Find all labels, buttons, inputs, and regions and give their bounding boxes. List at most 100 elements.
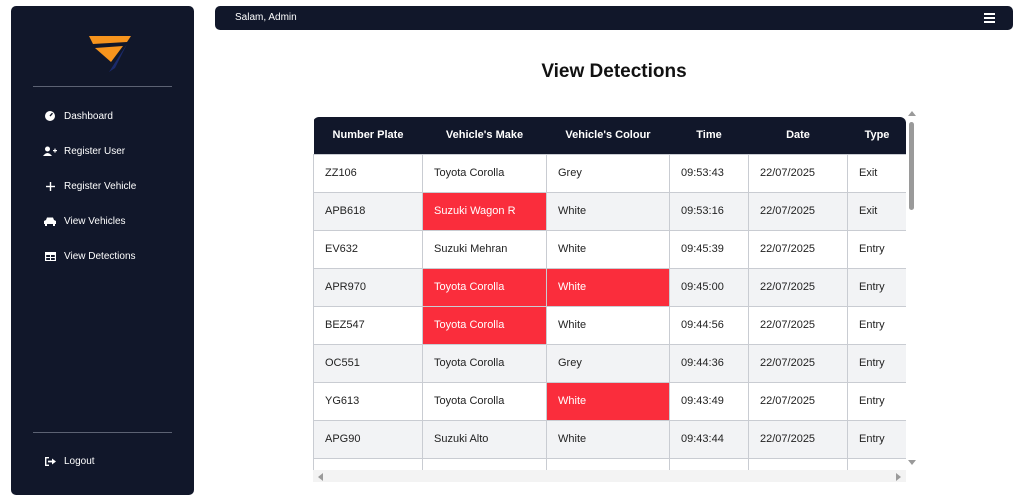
greeting-text: Salam, Admin [235, 12, 297, 23]
type-cell: Entry [847, 381, 906, 421]
type-cell: Entry [847, 343, 906, 383]
date-cell: 22/07/2025 [748, 305, 848, 345]
plate-cell: APB618 [313, 191, 423, 231]
colour-cell: White [546, 381, 670, 421]
column-header: Number Plate [313, 117, 423, 154]
sidebar-item-register-user[interactable]: Register User [43, 142, 125, 160]
time-cell: 09:53:16 [669, 191, 749, 231]
table-icon [43, 250, 57, 262]
plate-cell: ZZ106 [313, 153, 423, 193]
colour-cell [546, 457, 670, 470]
time-cell [669, 457, 749, 470]
table-row: EV632 Suzuki Mehran White 09:45:39 22/07/202… [313, 229, 906, 269]
type-cell: Entry [847, 419, 906, 459]
colour-cell: White [546, 305, 670, 345]
time-cell: 09:45:39 [669, 229, 749, 269]
type-cell: Entry [847, 305, 906, 345]
sidebar-divider-bottom [33, 432, 172, 433]
plate-cell [313, 457, 423, 470]
time-cell: 09:43:49 [669, 381, 749, 421]
plate-cell: APG90 [313, 419, 423, 459]
colour-cell: Grey [546, 153, 670, 193]
table-row: APB618 Suzuki Wagon R White 09:53:16 22/07/2… [313, 191, 906, 231]
plate-cell: EV632 [313, 229, 423, 269]
colour-cell: White [546, 191, 670, 231]
make-cell: Suzuki Mehran [422, 229, 547, 269]
sidebar-item-label: Dashboard [64, 110, 113, 122]
plus-icon [43, 180, 57, 192]
brand-logo [89, 36, 131, 72]
column-header: Vehicle's Make [422, 117, 547, 154]
date-cell: 22/07/2025 [748, 343, 848, 383]
colour-cell: White [546, 419, 670, 459]
time-cell: 09:43:44 [669, 419, 749, 459]
date-cell: 22/07/2025 [748, 267, 848, 307]
vertical-scrollbar[interactable] [906, 110, 916, 470]
column-header: Type [847, 117, 906, 154]
sidebar-item-label: View Vehicles [64, 215, 126, 227]
colour-cell: White [546, 267, 670, 307]
time-cell: 09:53:43 [669, 153, 749, 193]
make-cell: Toyota Corolla [422, 305, 547, 345]
column-header: Vehicle's Colour [546, 117, 670, 154]
scroll-down-icon[interactable] [908, 460, 916, 465]
user-plus-icon [43, 145, 57, 157]
make-cell [422, 457, 547, 470]
scroll-right-icon[interactable] [896, 473, 901, 481]
colour-cell: Grey [546, 343, 670, 383]
date-cell: 22/07/2025 [748, 229, 848, 269]
time-cell: 09:44:36 [669, 343, 749, 383]
horizontal-scrollbar[interactable] [313, 470, 906, 482]
type-cell [847, 457, 906, 470]
dashboard-icon [43, 110, 57, 122]
scroll-up-icon[interactable] [908, 111, 916, 116]
date-cell: 22/07/2025 [748, 153, 848, 193]
column-header: Time [669, 117, 749, 154]
make-cell: Suzuki Wagon R [422, 191, 547, 231]
date-cell: 22/07/2025 [748, 419, 848, 459]
make-cell: Toyota Corolla [422, 343, 547, 383]
plate-cell: APR970 [313, 267, 423, 307]
sidebar-item-dashboard[interactable]: Dashboard [43, 107, 113, 125]
type-cell: Exit [847, 191, 906, 231]
sidebar-item-label: Register User [64, 145, 126, 157]
date-cell [748, 457, 848, 470]
sidebar-divider-top [33, 86, 172, 87]
time-cell: 09:45:00 [669, 267, 749, 307]
table-row: OC551 Toyota Corolla Grey 09:44:36 22/07/202… [313, 343, 906, 383]
sidebar-item-label: Register Vehicle [64, 180, 137, 192]
sidebar-item-register-vehicle[interactable]: Register Vehicle [43, 177, 136, 195]
table-row: APR970 Toyota Corolla White 09:45:00 22/07/2… [313, 267, 906, 307]
sidebar-item-view-vehicles[interactable]: View Vehicles [43, 212, 126, 230]
sidebar-item-view-detections[interactable]: View Detections [43, 247, 136, 265]
car-icon [43, 215, 57, 227]
type-cell: Entry [847, 267, 906, 307]
date-cell: 22/07/2025 [748, 381, 848, 421]
table-row: APG90 Suzuki Alto White 09:43:44 22/07/2025 E… [313, 419, 906, 459]
plate-cell: OC551 [313, 343, 423, 383]
table-row: ZZ106 Toyota Corolla Grey 09:53:43 22/07/202… [313, 153, 906, 193]
type-cell: Exit [847, 153, 906, 193]
sidebar-item-logout[interactable]: Logout [43, 452, 95, 470]
make-cell: Toyota Corolla [422, 267, 547, 307]
table-row: BEZ547 Toyota Corolla White 09:44:56 22/07/2… [313, 305, 906, 345]
table-row: YG613 Toyota Corolla White 09:43:49 22/07/20… [313, 381, 906, 421]
plate-cell: BEZ547 [313, 305, 423, 345]
plate-cell: YG613 [313, 381, 423, 421]
top-bar: Salam, Admin [215, 6, 1013, 30]
hamburger-menu-icon[interactable] [984, 13, 995, 23]
colour-cell: White [546, 229, 670, 269]
detections-table: Number Plate Vehicle's Make Vehicle's Co… [313, 117, 906, 470]
table-row [313, 457, 906, 470]
page-title: View Detections [541, 61, 687, 82]
scrollbar-thumb[interactable] [909, 122, 914, 210]
column-header: Date [748, 117, 848, 154]
scroll-left-icon[interactable] [318, 473, 323, 481]
date-cell: 22/07/2025 [748, 191, 848, 231]
logout-icon [43, 455, 57, 467]
make-cell: Toyota Corolla [422, 153, 547, 193]
detections-table-container: Number Plate Vehicle's Make Vehicle's Co… [313, 117, 906, 470]
sidebar: Dashboard Register User Register Vehicle… [11, 6, 194, 495]
sidebar-item-label: View Detections [64, 250, 136, 262]
make-cell: Toyota Corolla [422, 381, 547, 421]
